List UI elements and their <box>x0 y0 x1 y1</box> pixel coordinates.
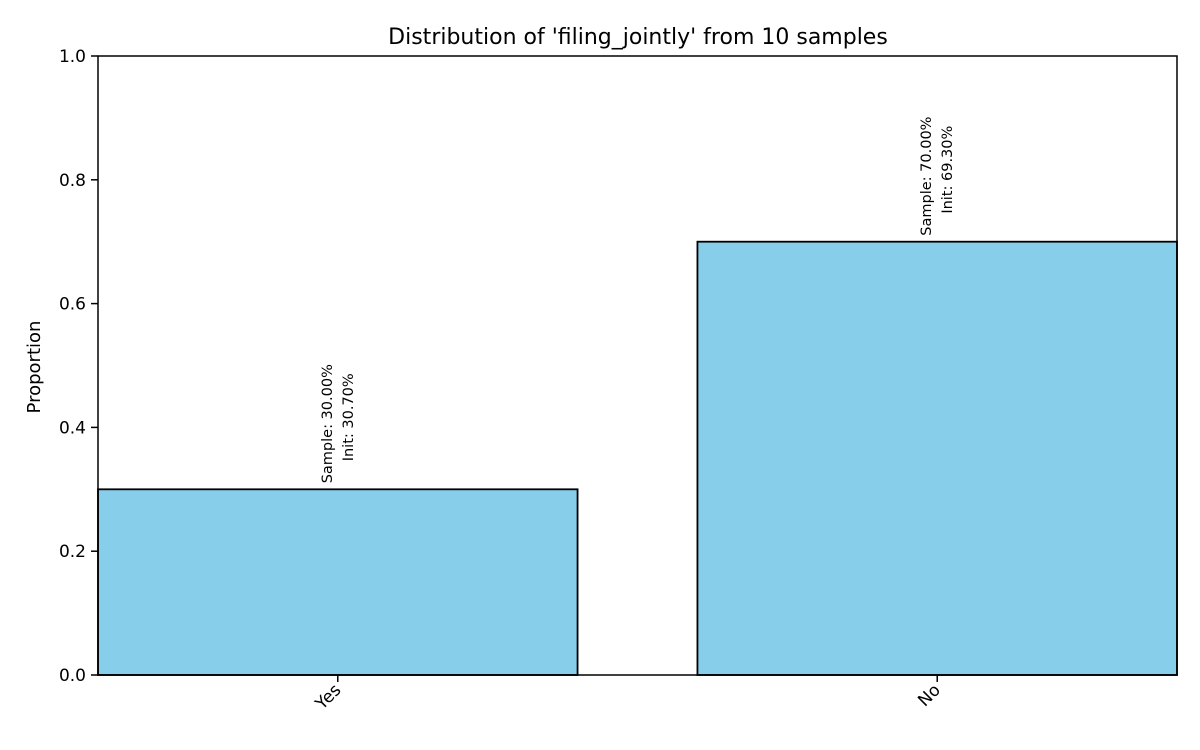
bar-label-init: Init: 30.70% <box>341 373 357 461</box>
y-axis-label: Proportion <box>24 321 45 414</box>
axes-group: 0.0 0.2 0.4 0.6 0.8 1.0 Yes No <box>59 47 1178 715</box>
bar-no <box>696 240 1178 676</box>
x-tick-label: No <box>914 680 944 710</box>
bar-yes <box>97 488 579 676</box>
bars-group <box>97 240 1178 676</box>
y-tick-label: 1.0 <box>59 47 86 67</box>
y-tick-label: 0.8 <box>59 171 86 191</box>
bar-label-sample: Sample: 70.00% <box>919 117 935 236</box>
data-labels-group: Sample: 30.00% Init: 30.70% Sample: 70.00%… <box>320 117 956 484</box>
x-tick-label: Yes <box>311 680 345 714</box>
bar-label-sample: Sample: 30.00% <box>320 364 336 483</box>
bar-label-init: Init: 69.30% <box>940 126 956 214</box>
y-tick-label: 0.2 <box>59 542 86 562</box>
y-tick-label: 0.4 <box>59 418 86 438</box>
plot-frame <box>97 55 1178 676</box>
chart-title: Distribution of 'filing_jointly' from 10… <box>388 25 888 50</box>
y-tick-label: 0.0 <box>59 666 86 686</box>
y-tick-label: 0.6 <box>59 295 86 315</box>
